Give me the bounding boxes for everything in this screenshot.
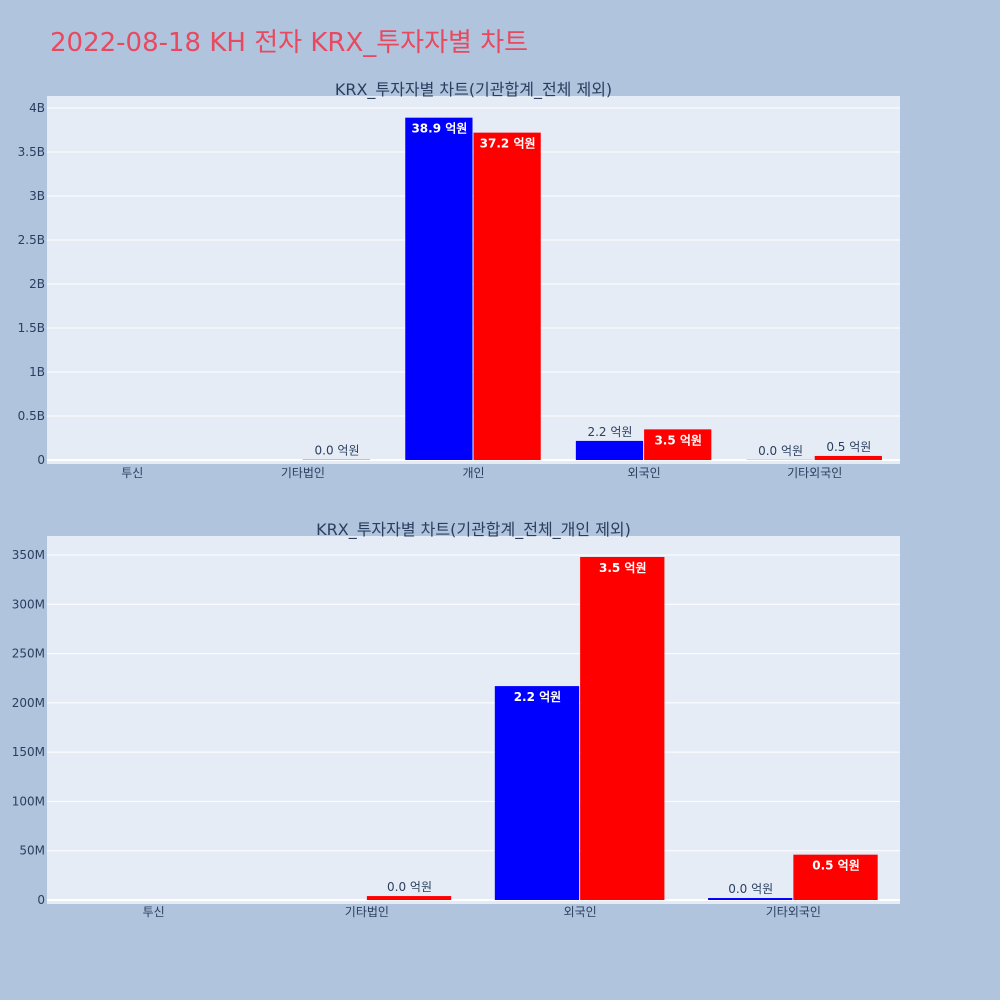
- x-tick-label: 외국인: [564, 905, 597, 919]
- bar[interactable]: [405, 117, 473, 461]
- y-tick-label: 200M: [12, 696, 45, 710]
- x-tick-label: 투신: [121, 466, 143, 480]
- x-tick-label: 기타법인: [281, 466, 325, 480]
- x-tick-label: 기타외국인: [766, 905, 821, 919]
- bar-data-label: 2.2 억원: [514, 690, 562, 704]
- y-tick-label: 2B: [29, 277, 45, 291]
- chart-title: KRX_투자자별 차트(기관합계_전체_개인 제외): [316, 520, 631, 540]
- bar-data-label: 0.5 억원: [826, 440, 871, 454]
- y-tick-label: 0: [37, 453, 45, 467]
- bar-data-label: 0.0 억원: [315, 444, 360, 458]
- chart-title: KRX_투자자별 차트(기관합계_전체 제외): [335, 80, 612, 100]
- y-tick-label: 1B: [29, 365, 45, 379]
- x-tick-label: 외국인: [628, 466, 661, 480]
- bar[interactable]: [580, 556, 665, 900]
- y-tick-label: 100M: [12, 794, 45, 808]
- y-tick-label: 3B: [29, 189, 45, 203]
- chart-2: 0 50M 100M 150M 200M 250M 300M 350M KRX_투자자별 차트(…: [12, 520, 900, 919]
- bar-data-label: 3.5 억원: [654, 433, 702, 447]
- y-tick-label: 50M: [19, 844, 45, 858]
- bar[interactable]: [575, 440, 644, 460]
- y-tick-label: 150M: [12, 745, 45, 759]
- y-tick-label: 300M: [12, 597, 45, 611]
- bar-data-label: 38.9 억원: [411, 122, 467, 136]
- bar-data-label: 0.0 억원: [758, 444, 803, 458]
- y-tick-label: 3.5B: [18, 145, 45, 159]
- y-tick-label: 250M: [12, 647, 45, 661]
- y-tick-label: 350M: [12, 548, 45, 562]
- x-tick-label: 개인: [462, 466, 484, 480]
- x-tick-label: 기타법인: [345, 905, 389, 919]
- x-tick-label: 기타외국인: [787, 466, 842, 480]
- y-tick-label: 2.5B: [18, 233, 45, 247]
- y-tick-label: 1.5B: [18, 321, 45, 335]
- y-tick-label: 0: [37, 893, 45, 907]
- bar[interactable]: [793, 854, 878, 900]
- bar[interactable]: [366, 896, 452, 900]
- bar-data-label: 0.0 억원: [728, 882, 773, 896]
- plot-area: [47, 536, 900, 904]
- bar-data-label: 2.2 억원: [587, 425, 632, 439]
- bar-data-label: 0.5 억원: [812, 859, 860, 873]
- y-tick-label: 0.5B: [18, 409, 45, 423]
- chart-1: 0 0.5B 1B 1.5B 2B 2.5B 3B 3.5B 4B KRX_투자자별 차트(기관합…: [18, 80, 900, 480]
- x-tick-label: 투신: [143, 905, 165, 919]
- bar[interactable]: [708, 898, 793, 900]
- bar[interactable]: [644, 429, 712, 460]
- bar[interactable]: [494, 686, 580, 900]
- bar[interactable]: [473, 132, 541, 460]
- page-title: 2022-08-18 KH 전자 KRX_투자자별 차트: [50, 28, 529, 58]
- y-tick-label: 4B: [29, 101, 45, 115]
- bar-data-label: 37.2 억원: [480, 137, 536, 151]
- bar[interactable]: [814, 455, 882, 460]
- bar-data-label: 0.0 억원: [387, 880, 432, 894]
- bar-data-label: 3.5 억원: [599, 561, 647, 575]
